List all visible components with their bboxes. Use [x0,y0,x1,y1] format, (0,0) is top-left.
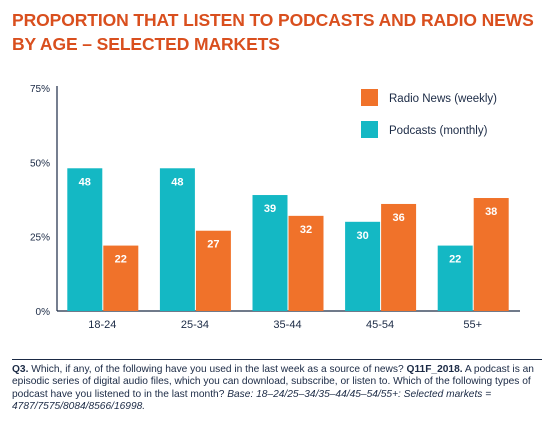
data-label-podcasts: 22 [449,254,461,266]
bar-podcasts [67,168,103,311]
x-tick-label: 45-54 [366,319,394,331]
data-label-podcasts: 48 [171,176,183,188]
legend-swatch [361,89,378,106]
x-tick-label: 35-44 [273,319,301,331]
x-tick-label: 25-34 [181,319,209,331]
y-tick-label: 75% [30,84,50,95]
chart-title-line-2: BY AGE – SELECTED MARKETS [12,34,280,54]
data-label-podcasts: 30 [356,230,368,242]
data-label-radio: 22 [115,254,127,266]
legend-label: Radio News (weekly) [389,93,497,105]
footnote-question-id: Q3. [12,364,29,375]
legend-swatch [361,121,378,138]
bar-podcasts [252,195,288,311]
y-tick-label: 25% [30,233,50,244]
x-tick-label: 55+ [463,319,482,331]
bar-radio [381,203,417,311]
footnote: Q3. Which, if any, of the following have… [12,359,542,413]
chart-title-line-1: PROPORTION THAT LISTEN TO PODCASTS AND R… [12,10,534,30]
footnote-question-code: Q11F_2018. [406,364,463,375]
bar-radio [288,215,324,311]
bar-podcasts [437,245,473,311]
data-label-radio: 27 [207,239,219,251]
legend-label: Podcasts (monthly) [389,125,488,137]
footnote-podcast-text: A podcast is an episodic series of digit… [12,364,534,400]
bar-radio [195,230,231,311]
footnote-base: Base: 18–24/25–34/35–44/45–54/55+: Selec… [12,388,492,412]
bar-podcasts [345,221,381,311]
data-label-radio: 36 [392,212,404,224]
bar-radio [103,245,139,311]
data-label-radio: 38 [485,206,497,218]
y-tick-label: 50% [30,158,50,169]
chart-title: PROPORTION THAT LISTEN TO PODCASTS AND R… [12,8,542,56]
bar-podcasts [159,168,195,311]
bar-radio [473,198,509,311]
x-tick-label: 18-24 [88,319,116,331]
footnote-question-text: Which, if any, of the following have you… [28,364,407,375]
data-label-podcasts: 48 [79,176,91,188]
y-tick-label: 0% [36,307,51,318]
data-label-radio: 32 [300,224,312,236]
data-label-podcasts: 39 [264,203,276,215]
